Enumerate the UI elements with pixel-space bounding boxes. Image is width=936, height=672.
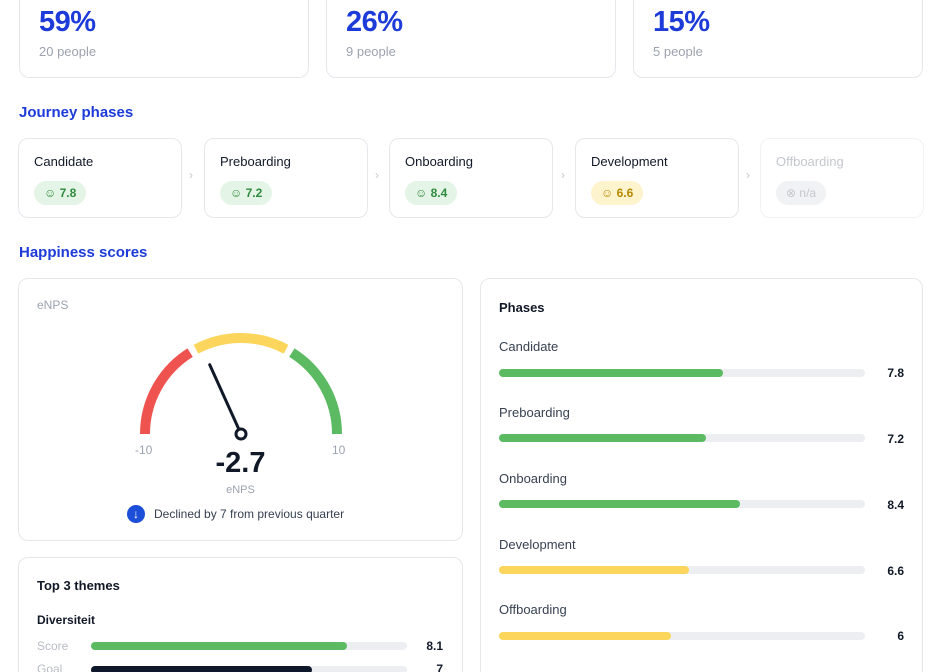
enps-sub-label: eNPS [226, 484, 255, 496]
phase-bar-fill [499, 632, 672, 640]
top-themes-title: Top 3 themes [37, 578, 120, 593]
phase-card-onboarding[interactable]: Onboarding ☺ 8.4 [389, 138, 553, 218]
theme-goal-track [91, 666, 407, 672]
phase-name: Preboarding [220, 154, 291, 169]
theme-goal-bar [91, 666, 313, 672]
stat-percent: 59% [39, 6, 96, 38]
theme-name: Diversiteit [37, 613, 96, 627]
phase-bar-label: Preboarding [499, 405, 570, 420]
phase-name: Onboarding [405, 154, 473, 169]
stat-people: 20 people [39, 44, 97, 59]
phase-card-candidate[interactable]: Candidate ☺ 7.8 [18, 138, 182, 218]
phase-bar-fill [499, 434, 706, 442]
phase-score-badge: ☺ 7.8 [34, 181, 87, 205]
stat-percent: 26% [346, 6, 403, 38]
phase-bar-track [499, 434, 865, 442]
enps-change-text: Declined by 7 from previous quarter [154, 507, 345, 521]
enps-card: eNPS -10 10 -2.7 eNPS ↓ Declined by 7 fr… [18, 278, 463, 541]
phase-name: Development [591, 154, 668, 169]
phase-score-badge: ☺ 8.4 [405, 181, 458, 205]
phase-bar-fill [499, 369, 724, 377]
stat-people: 5 people [653, 44, 703, 59]
phase-bar-label: Development [499, 537, 576, 552]
chevron-right-icon: › [561, 168, 565, 182]
enps-change: ↓ Declined by 7 from previous quarter [127, 505, 344, 523]
theme-goal-value: 7 [436, 662, 443, 672]
phase-bar-value: 8.4 [887, 498, 904, 512]
phases-card-title: Phases [499, 300, 545, 315]
phase-bar-track [499, 566, 865, 574]
phase-card-preboarding[interactable]: Preboarding ☺ 7.2 [204, 138, 368, 218]
stat-card-positive: 59% 20 people [19, 0, 309, 78]
phase-name: Candidate [34, 154, 94, 169]
phase-name: Offboarding [776, 154, 844, 169]
phase-card-offboarding[interactable]: Offboarding ⊗ n/a [760, 138, 924, 218]
top-themes-card: Top 3 themes Diversiteit Score 8.1 Goal … [18, 557, 463, 672]
chevron-right-icon: › [746, 168, 750, 182]
phase-bar-track [499, 369, 865, 377]
happiness-scores-title: Happiness scores [19, 244, 148, 261]
phase-bar-label: Candidate [499, 339, 559, 354]
gauge-arc-green [289, 348, 342, 435]
stat-people: 9 people [346, 44, 396, 59]
phase-bar-value: 7.2 [887, 432, 904, 446]
enps-gauge [140, 333, 342, 441]
chevron-right-icon: › [189, 168, 193, 182]
stat-card-neutral: 26% 9 people [326, 0, 616, 78]
chevron-right-icon: › [375, 168, 379, 182]
phase-score-badge: ☺ 7.2 [220, 181, 273, 205]
journey-phases-title: Journey phases [19, 104, 134, 121]
gauge-pivot [234, 427, 248, 441]
phase-bar-track [499, 500, 865, 508]
gauge-max-label: 10 [332, 443, 346, 457]
phase-bar-value: 6.6 [887, 564, 904, 578]
phases-card: Phases Candidate 7.8 Preboarding 7.2 Onb… [480, 278, 923, 672]
stat-card-negative: 15% 5 people [633, 0, 923, 78]
phase-bar-value: 6 [897, 629, 904, 643]
phase-bar-value: 7.8 [887, 366, 904, 380]
phase-bar-label: Offboarding [499, 602, 567, 617]
phase-bar-track [499, 632, 865, 640]
phase-bar-fill [499, 500, 741, 508]
arrow-down-icon: ↓ [127, 505, 145, 523]
gauge-arc-red [140, 348, 193, 435]
phase-bar-fill [499, 566, 689, 574]
gauge-arc-yellow [193, 333, 289, 354]
phase-card-development[interactable]: Development ☺ 6.6 [575, 138, 739, 218]
phase-score-badge: ☺ 6.6 [591, 181, 644, 205]
phase-score-badge: ⊗ n/a [776, 181, 827, 205]
gauge-min-label: -10 [135, 443, 153, 457]
theme-score-bar [91, 642, 347, 650]
stat-percent: 15% [653, 6, 710, 38]
theme-score-value: 8.1 [426, 639, 443, 653]
gauge-needle [208, 363, 243, 436]
enps-value: -2.7 [215, 447, 266, 479]
theme-goal-label: Goal [37, 662, 63, 672]
theme-score-track [91, 642, 407, 650]
enps-card-label: eNPS [37, 298, 69, 312]
phase-bar-label: Onboarding [499, 471, 567, 486]
theme-score-label: Score [37, 639, 69, 653]
